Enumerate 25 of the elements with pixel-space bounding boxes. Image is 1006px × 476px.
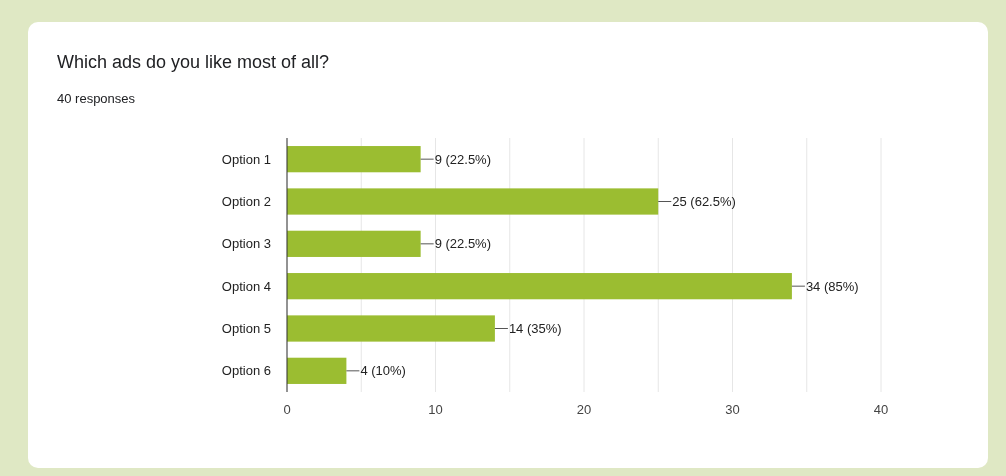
y-tick-label: Option 4 (221, 278, 271, 294)
data-label: 9 (22.5%) (434, 151, 492, 167)
bar (287, 357, 347, 384)
x-tick-label: 20 (576, 402, 592, 417)
data-label: 4 (10%) (360, 363, 406, 379)
x-tick-label: 10 (428, 402, 443, 417)
data-label: 34 (85%) (805, 278, 859, 294)
y-tick-label: Option 5 (221, 321, 271, 337)
bar (287, 273, 792, 300)
bar (287, 315, 495, 342)
x-tick-label: 40 (873, 402, 889, 417)
y-tick-label: Option 6 (221, 363, 271, 379)
y-tick-label: Option 1 (221, 151, 271, 167)
y-tick-label: Option 2 (221, 194, 271, 210)
x-tick-label: 0 (283, 402, 291, 417)
bar (287, 230, 421, 257)
chart-title: Which ads do you like most of all? (57, 52, 330, 72)
y-tick-label: Option 3 (221, 236, 271, 252)
bar (287, 146, 421, 173)
text: 40 responses (57, 91, 136, 106)
bar (287, 188, 659, 215)
data-label: 9 (22.5%) (434, 236, 492, 252)
data-label: 25 (62.5%) (672, 194, 736, 210)
data-label: 14 (35%) (508, 321, 562, 337)
x-tick-label: 30 (725, 402, 740, 417)
